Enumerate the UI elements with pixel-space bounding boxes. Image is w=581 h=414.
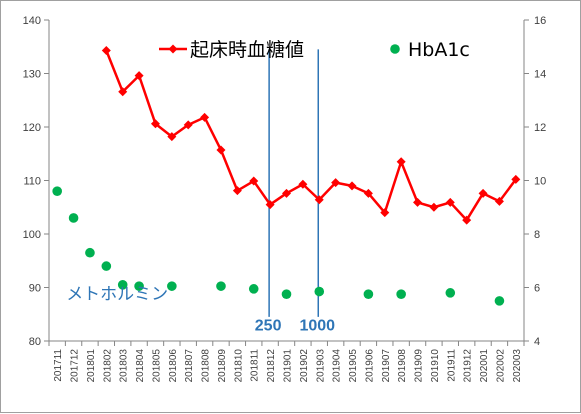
glucose-point — [511, 174, 521, 184]
glucose-point — [265, 200, 275, 210]
x-tick-label: 202002 — [495, 349, 506, 383]
x-tick-label: 201807 — [184, 349, 195, 383]
annotations: メトホルミン 250 1000 — [66, 285, 335, 335]
x-tick-label: 201911 — [446, 349, 457, 382]
y-right-tick-label: 6 — [534, 283, 540, 295]
annotation-text: 250 — [255, 317, 282, 334]
x-tick-label: 201801 — [86, 349, 97, 383]
x-tick-label: 201906 — [364, 349, 375, 383]
hba1c-point — [101, 261, 112, 271]
x-tick-label: 201711 — [53, 349, 64, 382]
x-tick-label: 201803 — [119, 349, 130, 383]
hba1c-point — [52, 186, 62, 196]
y-right-tick-label: 16 — [534, 15, 546, 27]
glucose-point — [183, 120, 193, 130]
hba1c-point — [396, 289, 406, 299]
x-tick-label: 201908 — [397, 349, 408, 383]
glucose-point — [380, 208, 390, 218]
glucose-point — [462, 215, 472, 225]
glucose-point — [101, 45, 111, 55]
x-tick-label: 201909 — [414, 349, 425, 383]
series-line-glucose — [105, 50, 517, 222]
y-left-tick-label: 130 — [23, 69, 41, 81]
legend-hba1c-label: HbA1c — [408, 39, 470, 61]
x-tick-label: 201907 — [381, 349, 392, 383]
hba1c-point — [314, 286, 325, 297]
x-tick-label: 202001 — [479, 349, 490, 383]
hba1c-point — [85, 247, 95, 258]
legend-glucose-label: 起床時血糖値 — [190, 39, 304, 61]
hba1c-point — [167, 281, 177, 291]
glucose-point — [494, 196, 504, 206]
x-tick-label: 201712 — [70, 349, 81, 383]
axes: 80 90 100 110 120 130 140 4 6 8 10 12 14 16 201711 2017… — [23, 15, 547, 382]
y-left-tick-label: 100 — [23, 229, 41, 241]
glucose-point — [445, 197, 455, 207]
x-tick-label: 201910 — [430, 349, 441, 383]
y-right-tick-label: 4 — [534, 336, 540, 348]
x-tick-label: 201901 — [283, 349, 294, 383]
x-tick-label: 201902 — [299, 349, 310, 383]
hba1c-point — [134, 281, 144, 291]
x-tick-label: 201903 — [315, 349, 326, 383]
hba1c-point — [117, 280, 128, 290]
hba1c-point — [248, 284, 259, 294]
glucose-point — [167, 132, 177, 142]
x-tick-label: 201802 — [102, 349, 113, 383]
glucose-point — [282, 188, 291, 198]
glucose-point — [413, 197, 423, 207]
legend-glucose-swatch-marker — [168, 44, 178, 54]
glucose-point — [118, 87, 128, 97]
glucose-point — [396, 157, 406, 167]
y-left-tick-label: 110 — [23, 176, 41, 188]
x-tick-label: 201812 — [266, 349, 277, 383]
x-tick-label: 201810 — [233, 349, 244, 383]
hba1c-point — [281, 289, 292, 299]
glucose-point — [347, 181, 357, 191]
annotation-text: メトホルミン — [66, 285, 168, 305]
glucose-point — [331, 178, 341, 188]
x-tick-label: 201809 — [217, 349, 228, 383]
x-tick-label: 201808 — [201, 349, 212, 383]
glucose-point — [134, 71, 144, 81]
x-tick-label: 201805 — [151, 349, 162, 383]
glucose-point — [232, 186, 242, 196]
hba1c-point — [363, 289, 374, 299]
y-right-tick-label: 14 — [534, 69, 546, 81]
glucose-point — [150, 119, 160, 129]
y-right-tick-label: 8 — [534, 229, 540, 241]
y-right-tick-label: 12 — [534, 122, 546, 134]
x-tick-label: 201806 — [168, 349, 179, 383]
hba1c-point — [445, 288, 456, 298]
y-left-tick-label: 140 — [23, 15, 41, 27]
glucose-point — [200, 112, 210, 122]
glucose-point — [429, 202, 439, 212]
vertical-markers — [268, 49, 320, 317]
x-tick-label: 201905 — [348, 349, 359, 383]
y-left-tick-label: 120 — [23, 122, 41, 134]
glucose-point — [478, 188, 488, 198]
glucose-point — [314, 195, 324, 205]
hba1c-point — [68, 213, 79, 223]
x-tick-label: 201912 — [463, 349, 474, 383]
x-tick-label: 201904 — [332, 349, 343, 383]
hba1c-point — [494, 296, 505, 306]
x-tick-label: 201811 — [250, 349, 261, 382]
y-right-tick-label: 10 — [534, 176, 546, 188]
y-left-tick-label: 90 — [29, 283, 41, 295]
glucose-point — [216, 145, 226, 155]
x-tick-label: 201804 — [135, 349, 146, 383]
annotation-text: 1000 — [299, 317, 335, 334]
hba1c-point — [216, 281, 226, 291]
legend: 起床時血糖値 HbA1c — [159, 39, 470, 61]
glucose-point — [249, 176, 259, 186]
x-tick-label: 202003 — [512, 349, 523, 383]
glucose-point — [298, 179, 308, 189]
legend-hba1c-swatch — [390, 44, 400, 54]
y-left-tick-label: 80 — [29, 336, 41, 348]
series-layer — [52, 45, 521, 306]
glucose-point — [363, 188, 373, 198]
